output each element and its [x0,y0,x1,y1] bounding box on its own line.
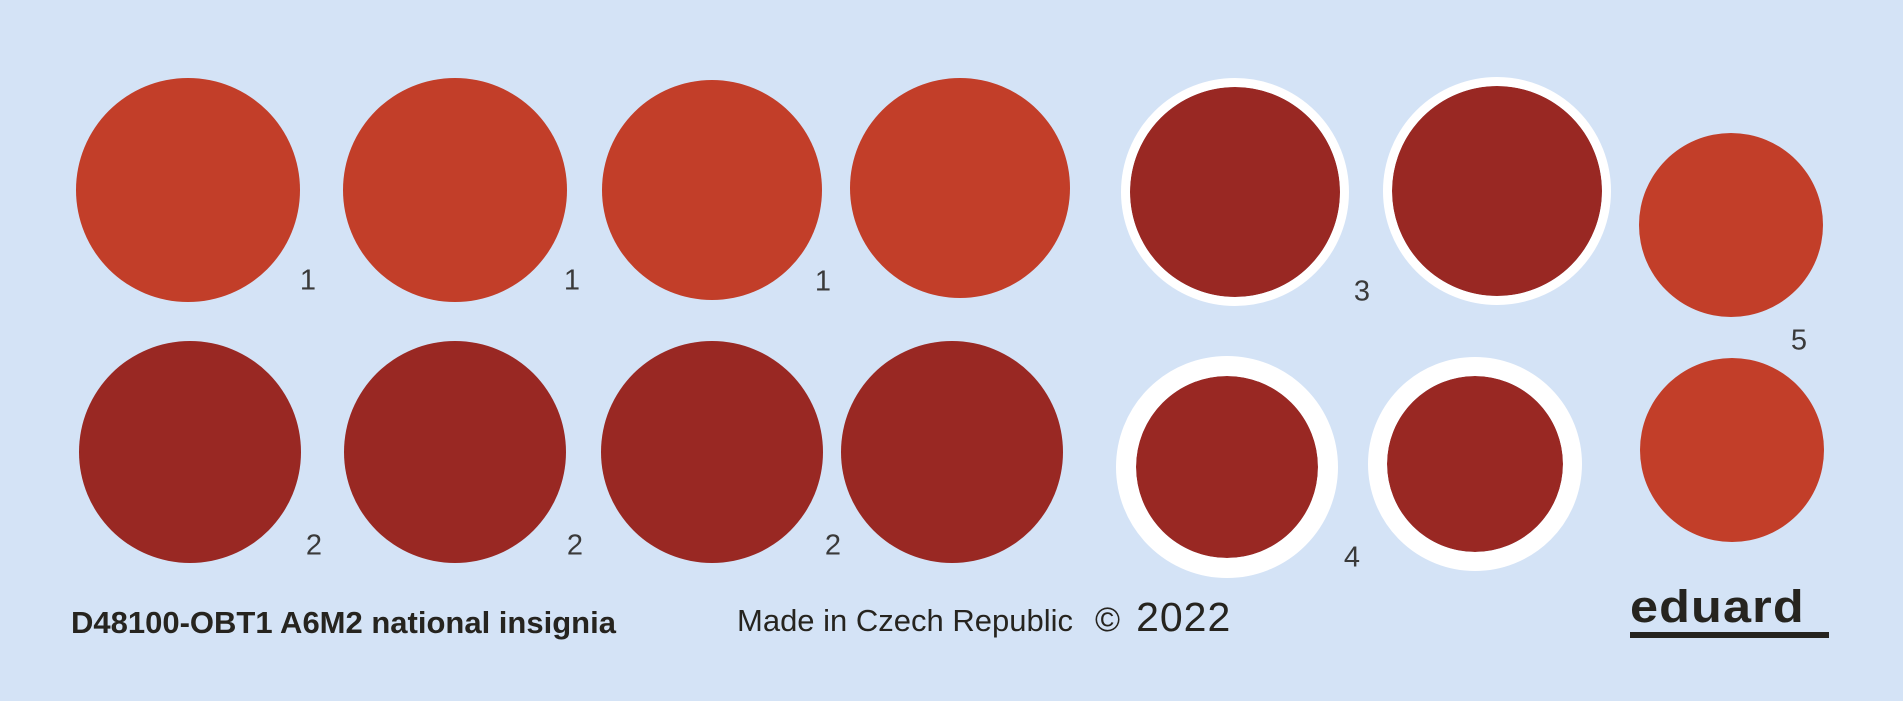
decal-number-label-1-2: 1 [814,265,832,298]
hinomaru-type3-b [1383,77,1611,305]
decal-number-label-1-0: 1 [299,264,317,297]
product-title: D48100-OBT1 A6M2 national insignia [71,605,616,640]
hinomaru-type5-b [1640,358,1824,542]
copyright-year: 2022 [1136,594,1232,640]
decal-number-label-3-6: 3 [1353,275,1371,308]
hinomaru-type5-a [1639,133,1823,317]
hinomaru-type1-d [850,78,1070,298]
decal-number-label-2-4: 2 [566,529,584,562]
decal-number-label-2-3: 2 [305,529,323,562]
decal-number-label-2-5: 2 [824,529,842,562]
made-in-line: Made in Czech Republic © 2022 [737,594,1231,641]
decal-number-label-1-1: 1 [563,264,581,297]
hinomaru-type2-c [601,341,823,563]
hinomaru-type1-b [343,78,567,302]
hinomaru-type1-a [76,78,300,302]
decal-number-label-5-8: 5 [1790,324,1808,357]
hinomaru-type4-a [1116,356,1338,578]
hinomaru-type4-b [1368,357,1582,571]
copyright-symbol: © [1095,601,1121,639]
eduard-logo-text: eduard [1630,581,1805,632]
made-in-text: Made in Czech Republic [737,603,1074,638]
hinomaru-type2-d [841,341,1063,563]
hinomaru-type1-c [602,80,822,300]
hinomaru-type2-a [79,341,301,563]
hinomaru-type2-b [344,341,566,563]
decal-number-label-4-7: 4 [1343,541,1361,574]
eduard-logo: eduard [1630,584,1829,638]
hinomaru-type3-a [1121,78,1349,306]
